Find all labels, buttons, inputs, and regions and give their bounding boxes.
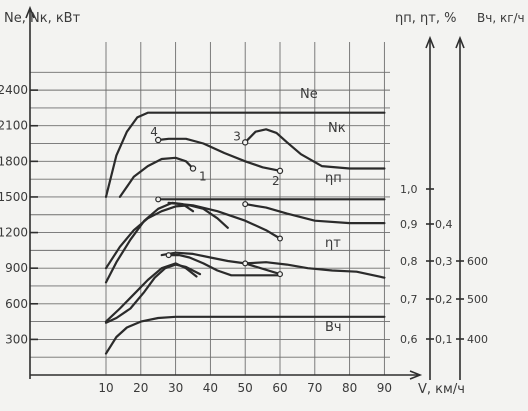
eta-tick-label: 0,9 [400,218,418,231]
left-axis-arrow [25,5,35,19]
right-axis-b-label: Вч, кг/ч [477,11,525,25]
curve-endpoint [155,196,162,203]
left-tick-label: 600 [5,297,28,311]
curve-ηп [244,203,386,225]
curve-Nк [157,137,282,172]
x-tick-label: 70 [307,381,322,395]
left-tick-label: 1200 [0,226,28,240]
b-tick-label: 600 [467,255,488,268]
x-tick-label: 30 [168,381,183,395]
point-label-1: 1 [199,169,207,183]
curve-endpoint [242,201,249,208]
curve-endpoint [165,252,172,259]
curve-ηт [160,251,386,279]
curve-Вч [104,315,386,355]
curve-endpoint [242,260,249,267]
point-label-3: 3 [233,129,241,143]
x-tick-label: 80 [342,381,357,395]
point-label-2: 2 [272,174,280,188]
x-tick-label: 40 [203,381,218,395]
curve-label: Вч [325,320,342,335]
point-label-4: 4 [150,125,158,139]
b-tick-label: 500 [467,293,488,306]
eta-tick-label: 0,7 [400,293,418,306]
x-tick-label: 10 [98,381,113,395]
point-2 [276,167,284,175]
x-tick-label: 90 [377,381,392,395]
x-tick-label: 60 [272,381,287,395]
x-axis-arrow [409,370,423,380]
left-tick-label: 1500 [0,190,28,204]
curve-Nк [118,156,195,198]
curve-ηп [104,201,195,284]
curve-ηт [104,262,198,323]
left-axis-label: Ne, Nк, кВт [4,11,81,26]
point-4 [154,136,162,144]
series-group [104,111,386,355]
eta-t-tick-label: 0,4 [435,218,453,231]
grid [30,42,390,375]
x-axis-label: V, км/ч [418,382,465,397]
axes [25,5,465,380]
curve-Nк [244,128,386,170]
curve-ηп [104,204,229,270]
eta-tick-label: 1,0 [400,183,418,196]
curve-ηт [244,262,282,276]
curve-ηт [167,254,282,277]
eta-t-tick-label: 0,3 [435,255,453,268]
eta-t-tick-label: 0,1 [435,333,453,346]
curve-endpoint [277,235,284,242]
b-axis-arrow [455,35,465,49]
left-tick-label: 2400 [0,83,28,97]
curve-label: ηт [325,236,341,251]
right-axis-eta-label: ηп, ηт, % [395,11,456,26]
b-tick-label: 400 [467,333,488,346]
eta-axis-arrow [425,35,435,49]
point-1 [189,165,197,172]
curve-Nе [104,111,386,198]
curve-endpoint [277,271,284,278]
left-tick-label: 900 [5,261,28,275]
curve-label: Nе [300,87,318,102]
left-tick-label: 300 [5,332,28,346]
eta-tick-label: 0,8 [400,255,418,268]
eta-tick-label: 0,6 [400,333,418,346]
eta-t-tick-label: 0,2 [435,293,453,306]
point-3 [241,139,249,146]
curve-label: Nк [328,121,346,136]
curve-label: ηп [325,171,342,186]
x-tick-label: 50 [238,381,253,395]
curve-Вч [104,263,202,324]
x-tick-label: 20 [133,381,148,395]
left-tick-label: 1800 [0,154,28,168]
left-tick-label: 2100 [0,119,28,133]
